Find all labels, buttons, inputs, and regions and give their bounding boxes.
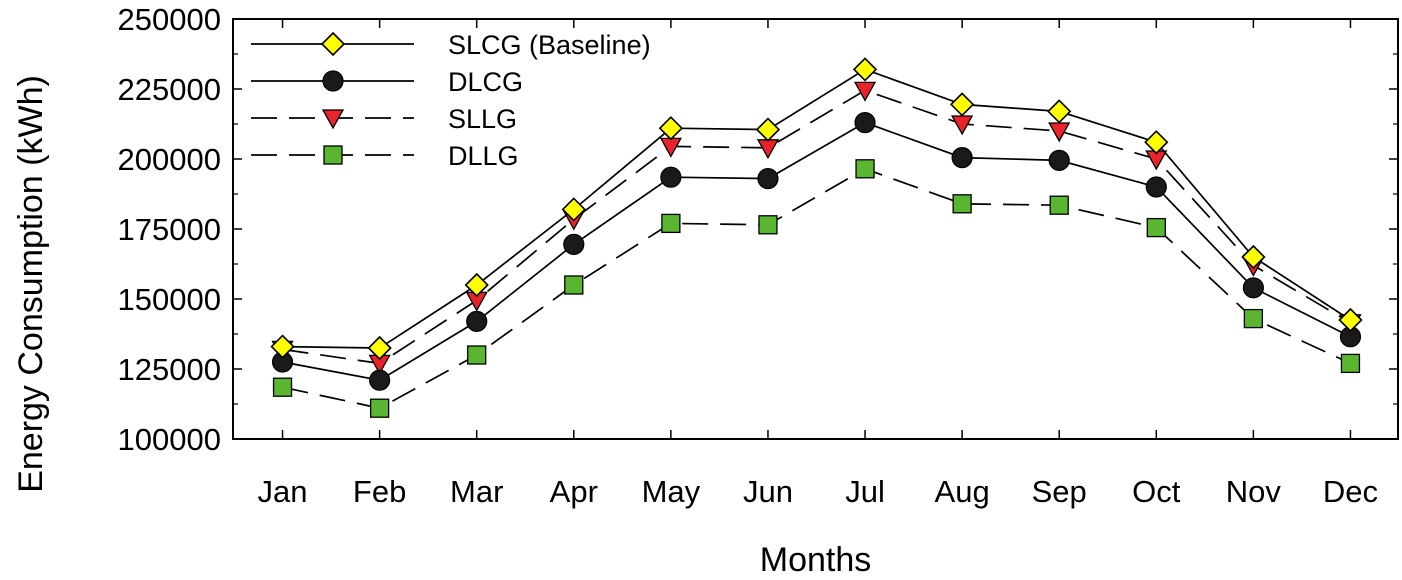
x-tick-label-jul: Jul	[845, 474, 885, 509]
point-slcg-baseline-aug	[949, 92, 975, 117]
point-dlcg-sep	[1048, 149, 1070, 171]
point-slcg-baseline-may	[658, 116, 684, 141]
legend-label: DLCG	[448, 67, 523, 97]
point-dlcg-nov	[1242, 277, 1264, 299]
legend-label: DLLG	[448, 141, 519, 171]
legend: SLCG (Baseline) DLCG SLLG DLLG	[251, 30, 651, 171]
point-dlcg-mar	[466, 310, 488, 332]
x-tick-label-mar: Mar	[450, 474, 503, 509]
point-sllg-may	[659, 137, 682, 158]
point-dllg-may	[661, 213, 681, 234]
point-dlcg-may	[660, 166, 682, 188]
series-slcg-baseline	[270, 57, 1363, 361]
legend-entry-sllg: SLLG	[251, 104, 517, 134]
point-slcg-baseline-mar	[464, 272, 489, 298]
x-tick-label-nov: Nov	[1226, 474, 1282, 509]
legend-marker	[322, 70, 344, 92]
point-dlcg-jun	[757, 168, 779, 190]
legend-entry-slcg-baseline: SLCG (Baseline)	[251, 30, 651, 60]
x-tick-label-sep: Sep	[1032, 474, 1087, 509]
point-dllg-feb	[369, 398, 390, 418]
point-dlcg-jul	[854, 111, 876, 134]
point-dlcg-aug	[951, 147, 973, 169]
point-slcg-baseline-oct	[1144, 130, 1169, 155]
point-dllg-dec	[1340, 353, 1361, 374]
point-dllg-jan	[272, 377, 293, 397]
point-slcg-baseline-sep	[1047, 99, 1072, 124]
y-tick-label: 150000	[118, 282, 221, 317]
legend-label: SLCG (Baseline)	[448, 30, 651, 60]
series-line	[282, 89, 1351, 365]
x-tick-label-aug: Aug	[935, 474, 990, 509]
point-slcg-baseline-jan	[270, 334, 295, 359]
point-dllg-sep	[1049, 195, 1069, 215]
point-sllg-sep	[1048, 122, 1071, 143]
x-tick-label-jan: Jan	[258, 474, 308, 509]
y-tick-label: 100000	[118, 422, 221, 457]
series-line	[282, 68, 1351, 349]
point-slcg-baseline-jul	[852, 57, 878, 82]
x-tick-label-dec: Dec	[1323, 474, 1378, 509]
y-tick-label: 225000	[118, 72, 221, 107]
series-line	[282, 167, 1351, 410]
legend-marker	[321, 109, 345, 130]
point-slcg-baseline-apr	[561, 197, 586, 222]
legend-marker	[320, 31, 346, 57]
series-dlcg	[271, 111, 1362, 391]
legend-marker	[323, 145, 343, 165]
point-slcg-baseline-dec	[1338, 307, 1363, 333]
point-slcg-baseline-jun	[755, 117, 781, 142]
x-tick-label-jun: Jun	[743, 474, 793, 509]
series-sllg	[271, 81, 1362, 375]
point-slcg-baseline-nov	[1241, 244, 1266, 270]
y-tick-label: 175000	[118, 212, 221, 247]
point-dllg-oct	[1146, 217, 1166, 238]
series-dllg	[272, 159, 1361, 418]
point-dlcg-apr	[563, 233, 585, 255]
point-dllg-jun	[758, 215, 778, 235]
y-tick-label: 200000	[118, 142, 221, 177]
series-line	[282, 121, 1351, 382]
plot-frame	[232, 18, 1399, 440]
point-sllg-jun	[756, 139, 780, 160]
point-dlcg-feb	[369, 369, 391, 391]
point-slcg-baseline-feb	[367, 335, 392, 361]
y-axis-title: Energy Consumption (kWh)	[12, 75, 50, 493]
x-tick-label-may: May	[642, 474, 701, 509]
ticks-layer: 100000 125000 150000 175000 200000 225000 2500…	[118, 2, 1398, 509]
x-tick-label-feb: Feb	[353, 474, 406, 509]
point-sllg-jul	[853, 81, 877, 102]
legend-entry-dllg: DLLG	[251, 141, 519, 171]
point-dllg-apr	[564, 275, 584, 295]
legend-label: SLLG	[448, 104, 517, 134]
x-axis-title: Months	[760, 541, 872, 579]
y-tick-label: 125000	[118, 352, 221, 387]
point-dllg-aug	[952, 194, 972, 214]
x-tick-label-apr: Apr	[550, 474, 598, 509]
x-tick-label-oct: Oct	[1132, 474, 1181, 509]
point-dllg-nov	[1243, 308, 1264, 329]
point-dllg-jul	[855, 159, 875, 179]
legend-entry-dlcg: DLCG	[251, 67, 523, 97]
point-dllg-mar	[467, 345, 487, 365]
series-layer	[270, 57, 1363, 418]
y-tick-label: 250000	[118, 2, 221, 37]
point-dlcg-oct	[1145, 176, 1167, 198]
